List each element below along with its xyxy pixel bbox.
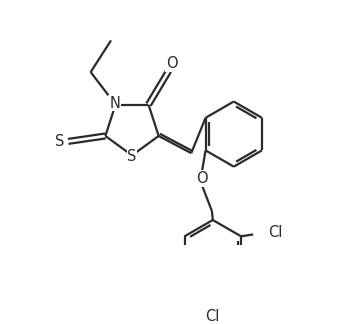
Text: O: O — [166, 56, 178, 71]
Text: O: O — [196, 171, 208, 186]
Text: Cl: Cl — [206, 309, 220, 324]
Text: S: S — [127, 149, 137, 164]
Text: Cl: Cl — [268, 225, 283, 240]
Text: N: N — [109, 96, 120, 111]
Text: S: S — [55, 134, 65, 149]
